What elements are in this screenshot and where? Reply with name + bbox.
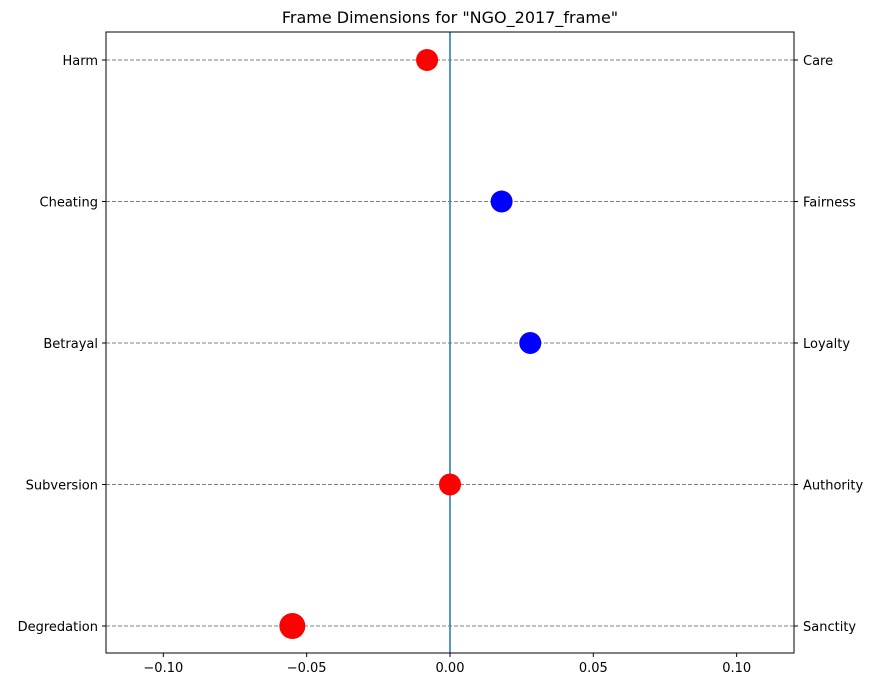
left-axis-labels: Harm Cheating Betrayal Subversion Degredatio… <box>18 54 106 635</box>
left-category-label: Harm <box>62 54 98 69</box>
data-point <box>519 332 542 354</box>
chart-title: Frame Dimensions for "NGO_2017_frame" <box>282 8 618 28</box>
right-category-label: Authority <box>803 479 863 494</box>
x-tick-label: −0.05 <box>287 661 327 676</box>
left-category-label: Degredation <box>18 620 98 635</box>
data-point <box>416 49 439 71</box>
left-category-label: Betrayal <box>43 337 98 352</box>
x-axis: −0.10 −0.05 0.00 0.05 0.10 <box>143 653 751 676</box>
data-point <box>439 473 461 496</box>
right-category-label: Sanctity <box>803 620 856 635</box>
right-category-label: Loyalty <box>803 337 850 352</box>
right-axis-labels: Care Fairness Loyalty Authority Sanctity <box>794 54 863 635</box>
right-category-label: Fairness <box>803 196 856 211</box>
x-tick-label: 0.00 <box>436 661 465 676</box>
left-category-label: Subversion <box>26 479 98 494</box>
right-category-label: Care <box>803 54 833 69</box>
x-tick-label: 0.05 <box>579 661 608 676</box>
x-tick-label: −0.10 <box>143 661 183 676</box>
data-point <box>490 190 513 213</box>
x-tick-label: 0.10 <box>722 661 751 676</box>
left-category-label: Cheating <box>40 196 98 211</box>
data-point <box>279 613 306 639</box>
data-points <box>279 49 542 639</box>
